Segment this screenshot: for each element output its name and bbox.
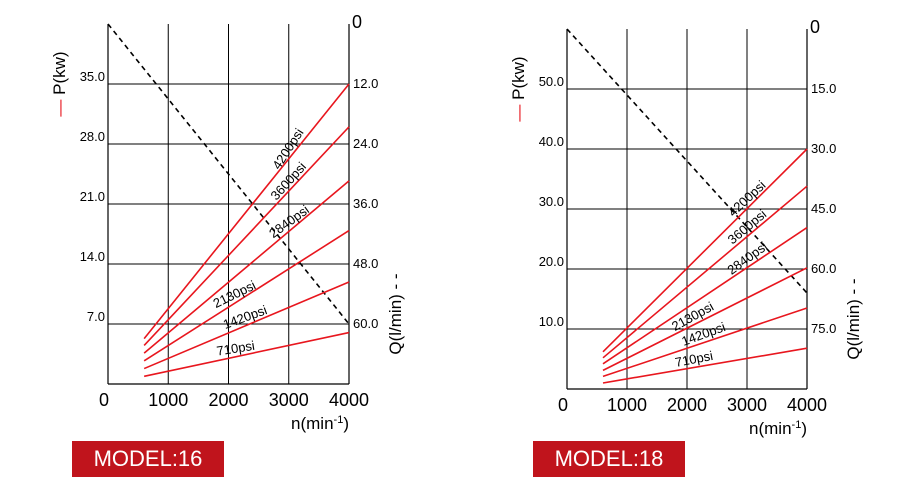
panel2-right-tick-label: 0 — [810, 17, 820, 37]
panel1-right-tick-label: 0 — [352, 12, 362, 32]
panel1-right-tick-label: 12.0 — [353, 76, 378, 91]
panel1-series-line-2840psi — [143, 180, 350, 354]
panel1-x-tick-label: 3000 — [269, 390, 309, 410]
panel2-left-tick-label: 10.0 — [539, 314, 564, 329]
panel1-x-tick-label: 1000 — [148, 390, 188, 410]
panel2-series-line-710psi — [602, 347, 808, 384]
panel1-x-tick-label: 4000 — [329, 390, 369, 410]
panel2-series-line-3600psi — [602, 185, 808, 359]
panel2-x-tick-label: 2000 — [667, 395, 707, 415]
panel1-series-line-2130psi — [143, 229, 350, 362]
panel1-right-axis-title: Q(l/min) - - — [386, 273, 405, 354]
panel2-right-tick-label: 15.0 — [811, 81, 836, 96]
panel2-series-line-2840psi — [602, 226, 808, 365]
panel2-x-tick-label: 3000 — [727, 395, 767, 415]
panel2-left-tick-label: 20.0 — [539, 254, 564, 269]
model-18-badge: MODEL:18 — [533, 441, 685, 477]
panel2-right-axis-title: Q(l/min) - - — [844, 278, 863, 359]
panel1-left-tick-label: 35.0 — [80, 69, 105, 84]
model-16-badge: MODEL:16 — [72, 441, 224, 477]
panel1-left-tick-label: 21.0 — [80, 189, 105, 204]
panel2-x-axis-title: n(min-1) — [749, 419, 807, 438]
panel2-series-line-4200psi — [602, 148, 808, 353]
panel2-series-line-1420psi — [602, 307, 808, 378]
panel2-left-tick-label: 40.0 — [539, 134, 564, 149]
panel1-right-tick-label: 48.0 — [353, 256, 378, 271]
panel1-series-label-710psi: 710psi — [216, 338, 256, 359]
panel1-series-line-4200psi — [143, 83, 350, 340]
panel1-left-tick-label: 28.0 — [80, 129, 105, 144]
panel2-x-tick-label: 1000 — [607, 395, 647, 415]
panel1-left-tick-label: 7.0 — [87, 309, 105, 324]
panel1-flow-line — [107, 23, 350, 325]
panel2-left-axis-title: — P(kw) — [509, 56, 528, 121]
panel1-right-tick-label: 24.0 — [353, 136, 378, 151]
panel1-series-line-710psi — [143, 331, 350, 378]
panel1-x-tick-label: 0 — [99, 390, 109, 410]
panel2-right-tick-label: 60.0 — [811, 261, 836, 276]
panel2-right-tick-label: 75.0 — [811, 321, 836, 336]
panel1-right-tick-label: 60.0 — [353, 316, 378, 331]
panel1-series-line-1420psi — [143, 281, 350, 370]
panel2-flow-line — [566, 28, 808, 294]
panel1-left-tick-label: 14.0 — [80, 249, 105, 264]
panel2-x-tick-label: 4000 — [787, 395, 827, 415]
panel1-series-line-3600psi — [143, 126, 350, 346]
panel2-left-tick-label: 50.0 — [539, 74, 564, 89]
panel1-right-tick-label: 36.0 — [353, 196, 378, 211]
panel1-x-tick-label: 2000 — [208, 390, 248, 410]
panel1-x-axis-title: n(min-1) — [291, 414, 349, 433]
panel1-left-axis-title: — P(kw) — [50, 51, 69, 116]
panel2-right-tick-label: 30.0 — [811, 141, 836, 156]
panel2-left-tick-label: 30.0 — [539, 194, 564, 209]
panel2-series-line-2130psi — [602, 267, 808, 372]
panel2-right-tick-label: 45.0 — [811, 201, 836, 216]
panel2-series-label-710psi: 710psi — [674, 348, 715, 370]
panel2-x-tick-label: 0 — [558, 395, 568, 415]
